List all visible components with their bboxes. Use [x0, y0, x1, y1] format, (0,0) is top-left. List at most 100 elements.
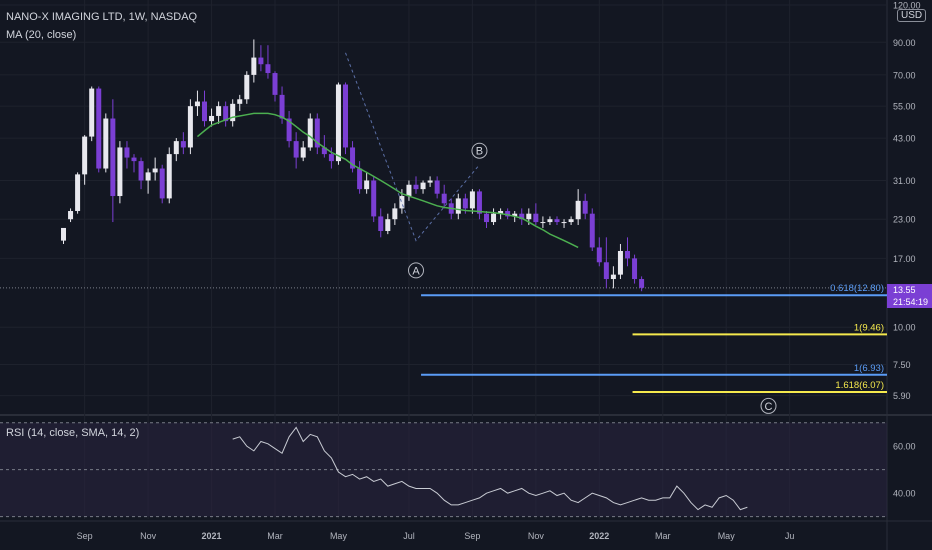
ma-line	[196, 112, 579, 249]
candle-body	[237, 99, 243, 104]
candle-body	[117, 147, 123, 197]
candle-body	[568, 219, 574, 223]
time-tick-label: Nov	[140, 531, 157, 541]
candle-body	[533, 213, 539, 223]
candle-body	[484, 213, 489, 223]
candle-body	[335, 84, 341, 162]
price-tick-label: 5.90	[893, 391, 911, 401]
candle-body	[343, 84, 348, 148]
candle-body	[561, 222, 567, 224]
ma-indicator-label[interactable]: MA (20, close)	[6, 29, 77, 41]
price-tick-label: 70.00	[893, 70, 916, 80]
candle-body	[526, 213, 532, 220]
price-tick-label: 7.50	[893, 360, 911, 370]
rsi-tick-label: 60.00	[893, 442, 916, 452]
candle-body	[491, 213, 497, 223]
time-tick-label: Nov	[528, 531, 545, 541]
wave-label: B	[476, 146, 483, 158]
candle-body	[159, 168, 165, 199]
symbol-title: NANO-X IMAGING LTD, 1W, NASDAQ	[6, 11, 198, 23]
candle-body	[455, 198, 461, 214]
time-tick-label: Mar	[267, 531, 283, 541]
wave-label: C	[765, 401, 773, 413]
candle-body	[399, 196, 405, 209]
candle-body	[476, 191, 482, 214]
candle-body	[138, 161, 144, 181]
candle-body	[223, 106, 229, 122]
candle-body	[61, 227, 66, 241]
candle-body	[364, 180, 370, 190]
candle-body	[617, 250, 623, 275]
currency-button[interactable]: USD	[897, 9, 927, 22]
time-tick-label: 2022	[589, 531, 609, 541]
candle-body	[131, 157, 137, 162]
candle-body	[68, 211, 74, 220]
candle-body	[202, 101, 207, 122]
candle-body	[378, 216, 384, 232]
candle-body	[279, 94, 285, 119]
candle-body	[82, 136, 88, 175]
time-tick-label: Jul	[403, 531, 415, 541]
candle-body	[575, 200, 581, 220]
candle-body	[110, 118, 116, 197]
candle-body	[96, 88, 102, 169]
candle-body	[540, 222, 546, 224]
candle-body	[314, 118, 320, 148]
candle-body	[434, 180, 440, 194]
candle-body	[392, 208, 398, 220]
candle-body	[385, 219, 391, 232]
candle-body	[272, 73, 278, 95]
candle-body	[187, 106, 193, 148]
rsi-indicator-label[interactable]: RSI (14, close, SMA, 14, 2)	[6, 427, 140, 439]
candle-body	[413, 184, 419, 190]
candle-body	[307, 118, 313, 148]
candle-body	[350, 147, 356, 169]
price-tick-label: 31.00	[893, 176, 916, 186]
candle-body	[554, 219, 560, 223]
wave-label-circle	[471, 142, 488, 159]
fib-level-label: 0.618(12.80)	[830, 283, 884, 294]
candle-body	[145, 172, 151, 181]
candle-body	[89, 88, 95, 137]
candle-body	[244, 74, 250, 100]
price-tick-label: 17.00	[893, 254, 916, 264]
candle-body	[603, 262, 609, 280]
candle-body	[610, 274, 616, 280]
candle-body	[194, 101, 200, 107]
time-tick-label: May	[718, 531, 736, 541]
time-tick-label: Sep	[464, 531, 480, 541]
candle-body	[103, 118, 109, 169]
fib-level-label: 1(6.93)	[854, 363, 884, 374]
candle-body	[547, 219, 553, 223]
candle-body	[166, 154, 172, 199]
candle-body	[632, 258, 638, 280]
price-tick-label: 55.00	[893, 102, 916, 112]
candle-body	[505, 211, 511, 217]
candle-body	[469, 191, 475, 209]
candle-body	[251, 57, 257, 75]
candle-body	[124, 147, 130, 158]
candle-body	[406, 184, 412, 197]
candle-body	[152, 168, 158, 173]
candle-body	[462, 198, 468, 209]
bar-countdown: 21:54:19	[887, 296, 932, 308]
candle-body	[293, 141, 299, 158]
candle-body	[519, 213, 525, 220]
time-tick-label: Ju	[785, 531, 795, 541]
wave-label: A	[412, 265, 420, 277]
candle-body	[441, 193, 447, 204]
rsi-tick-label: 40.00	[893, 489, 916, 499]
candle-body	[75, 174, 81, 212]
wave-label-circle	[760, 397, 777, 414]
fib-level-label: 1(9.46)	[854, 322, 884, 333]
wave-label-circle	[408, 262, 424, 279]
candle-body	[265, 64, 271, 74]
candle-body	[596, 247, 602, 263]
last-price-tag: 13.55	[887, 284, 932, 296]
candle-body	[258, 57, 264, 65]
candle-body	[371, 180, 377, 217]
candle-body	[625, 250, 630, 259]
candle-body	[582, 200, 588, 214]
candle-body	[420, 182, 426, 190]
